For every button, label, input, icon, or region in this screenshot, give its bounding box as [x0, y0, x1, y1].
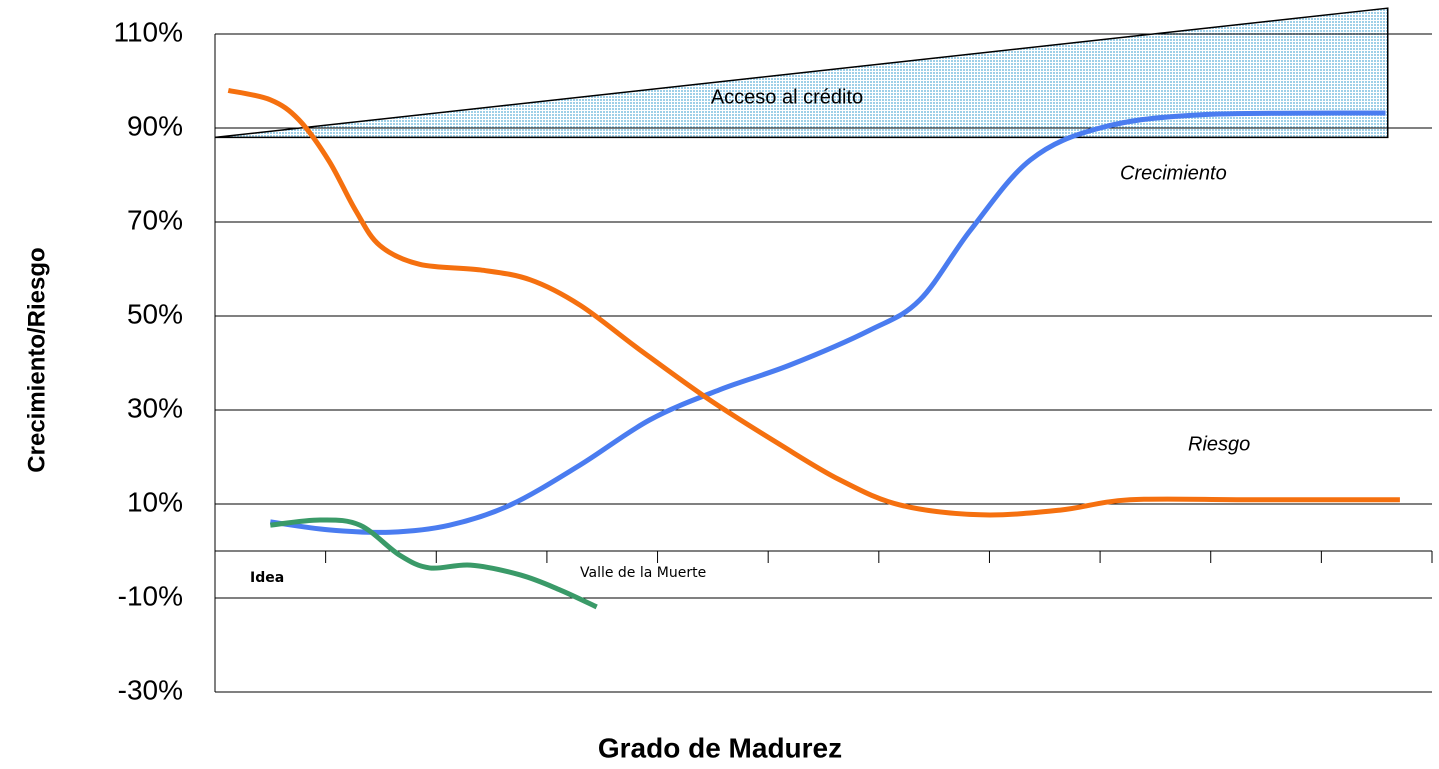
y-tick-label: 110% [113, 16, 183, 47]
series-label: Riesgo [1188, 433, 1250, 455]
y-tick-label: 10% [127, 486, 183, 517]
y-tick-label: 30% [127, 392, 183, 423]
y-tick-label: 90% [127, 110, 183, 141]
credit-access-band [214, 7, 1389, 139]
y-tick-label: -30% [118, 674, 183, 705]
annotation: Valle de la Muerte [580, 565, 706, 581]
series-line [227, 87, 1400, 518]
series-line [269, 110, 1386, 535]
series-label: Crecimiento [1120, 162, 1227, 184]
x-tick-label: Idea [250, 570, 284, 586]
y-tick-label: -10% [118, 580, 183, 611]
y-axis-title: Crecimiento/Riesgo [23, 247, 50, 472]
band-label: Acceso al crédito [711, 86, 863, 108]
y-tick-label: 50% [127, 298, 183, 329]
series-line [270, 517, 598, 610]
x-axis-title: Grado de Madurez [598, 732, 842, 763]
y-tick-label: 70% [127, 204, 183, 235]
